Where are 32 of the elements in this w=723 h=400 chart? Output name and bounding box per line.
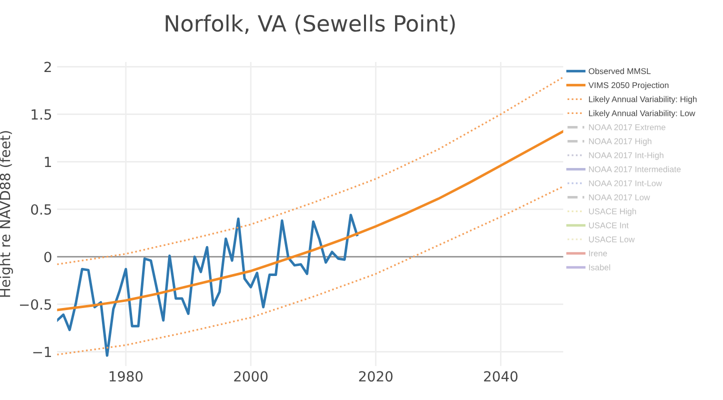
line-series (57, 186, 564, 356)
legend-label: USACE High (589, 208, 636, 216)
y-tick-label: −1 (33, 346, 51, 358)
x-tick-label: 2000 (234, 371, 268, 382)
legend-label: NOAA 2017 Extreme (589, 124, 666, 130)
x-tick-label: 1980 (110, 371, 143, 382)
line-series (57, 130, 564, 312)
legend-label: NOAA 2017 Intermediate (589, 166, 681, 172)
y-axis-title: Height re NAVD88 (feet) (0, 131, 13, 297)
y-tick-label: −0.5 (20, 299, 52, 310)
y-tick-label: 2 (44, 62, 51, 72)
line-series (57, 214, 358, 357)
legend-label: NOAA 2017 Int-High (589, 152, 664, 160)
legend-label: Irene (589, 250, 608, 256)
legend-label: VIMS 2050 Projection (588, 82, 668, 90)
legend-label: USACE Int (589, 222, 629, 228)
y-tick-label: 1 (44, 156, 51, 168)
legend-label: Likely Annual Variability: Low (589, 110, 696, 118)
legend-label: NOAA 2017 Int-Low (589, 180, 662, 186)
x-tick-label: 2020 (359, 371, 393, 382)
chart-title: Norfolk, VA (Sewells Point) (166, 14, 455, 34)
y-tick-label: 0 (44, 252, 52, 262)
legend-label: Observed MMSL (588, 68, 651, 74)
y-tick-label: 0.5 (31, 204, 52, 215)
legend-label: Isabel (589, 264, 610, 270)
legend-label: USACE Low (589, 236, 635, 242)
legend-label: NOAA 2017 High (589, 138, 652, 146)
x-tick-label: 2040 (484, 371, 518, 382)
legend-label: NOAA 2017 Low (589, 194, 650, 200)
line-series (57, 76, 564, 266)
y-tick-label: 1.5 (32, 109, 52, 120)
legend-label: Likely Annual Variability: High (589, 96, 697, 104)
